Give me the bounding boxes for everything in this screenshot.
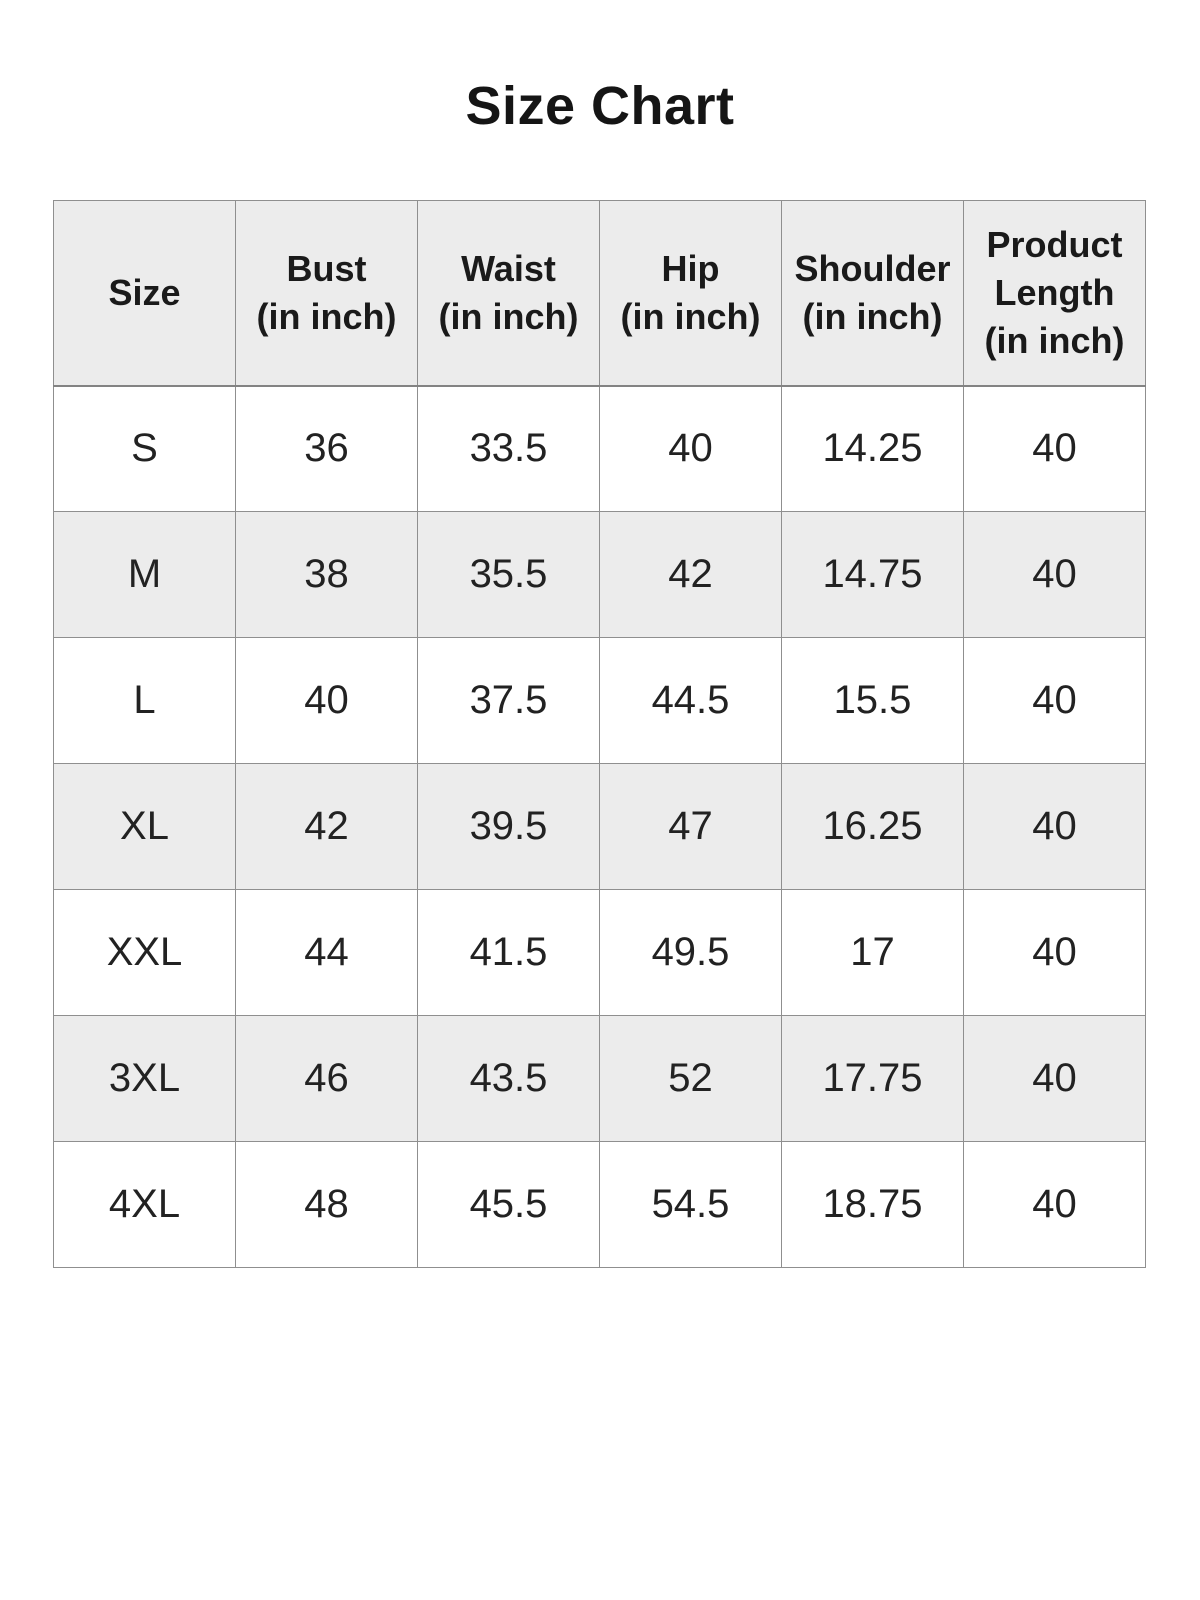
- measurement-cell: 14.25: [781, 385, 964, 512]
- table-body: S 36 33.5 40 14.25 40 M 38 35.5 42 14.75 40 L 40 37.5 4…: [53, 385, 1146, 1268]
- measurement-cell: 42: [599, 511, 782, 638]
- column-header-product: Product Length (in inch): [963, 200, 1146, 387]
- measurement-cell: 14.75: [781, 511, 964, 638]
- size-label-cell: XL: [53, 763, 236, 890]
- size-label-cell: 3XL: [53, 1015, 236, 1142]
- column-header-size: Size: [53, 200, 236, 387]
- measurement-cell: 40: [235, 637, 418, 764]
- measurement-cell: 15.5: [781, 637, 964, 764]
- measurement-cell: 40: [963, 1015, 1146, 1142]
- measurement-cell: 44: [235, 889, 418, 1016]
- measurement-cell: 43.5: [417, 1015, 600, 1142]
- measurement-cell: 18.75: [781, 1141, 964, 1268]
- measurement-cell: 40: [963, 763, 1146, 890]
- measurement-cell: 42: [235, 763, 418, 890]
- page-title: Size Chart: [465, 76, 735, 136]
- measurement-cell: 40: [599, 385, 782, 512]
- measurement-cell: 39.5: [417, 763, 600, 890]
- measurement-cell: 40: [963, 889, 1146, 1016]
- size-label-cell: M: [53, 511, 236, 638]
- measurement-cell: 40: [963, 637, 1146, 764]
- measurement-cell: 47: [599, 763, 782, 890]
- measurement-cell: 16.25: [781, 763, 964, 890]
- table-row-xl: XL 42 39.5 47 16.25 40: [53, 763, 1146, 890]
- table-row-s: S 36 33.5 40 14.25 40: [53, 385, 1146, 512]
- size-chart-table: Size Bust (in inch) Waist (in inch) Hip (in…: [53, 200, 1146, 1268]
- measurement-cell: 44.5: [599, 637, 782, 764]
- table-row-m: M 38 35.5 42 14.75 40: [53, 511, 1146, 638]
- measurement-cell: 17.75: [781, 1015, 964, 1142]
- measurement-cell: 35.5: [417, 511, 600, 638]
- column-header-hip: Hip (in inch): [599, 200, 782, 387]
- measurement-cell: 40: [963, 385, 1146, 512]
- measurement-cell: 17: [781, 889, 964, 1016]
- measurement-cell: 46: [235, 1015, 418, 1142]
- measurement-cell: 40: [963, 1141, 1146, 1268]
- table-row-4xl: 4XL 48 45.5 54.5 18.75 40: [53, 1141, 1146, 1268]
- table-header: Size Bust (in inch) Waist (in inch) Hip (in…: [53, 200, 1146, 387]
- measurement-cell: 52: [599, 1015, 782, 1142]
- column-header-bust: Bust (in inch): [235, 200, 418, 387]
- size-label-cell: 4XL: [53, 1141, 236, 1268]
- size-label-cell: L: [53, 637, 236, 764]
- measurement-cell: 45.5: [417, 1141, 600, 1268]
- table-row-3xl: 3XL 46 43.5 52 17.75 40: [53, 1015, 1146, 1142]
- measurement-cell: 48: [235, 1141, 418, 1268]
- measurement-cell: 33.5: [417, 385, 600, 512]
- size-label-cell: S: [53, 385, 236, 512]
- table-row-l: L 40 37.5 44.5 15.5 40: [53, 637, 1146, 764]
- table-row-xxl: XXL 44 41.5 49.5 17 40: [53, 889, 1146, 1016]
- measurement-cell: 41.5: [417, 889, 600, 1016]
- measurement-cell: 38: [235, 511, 418, 638]
- column-header-shoulder: Shoulder (in inch): [781, 200, 964, 387]
- measurement-cell: 54.5: [599, 1141, 782, 1268]
- size-label-cell: XXL: [53, 889, 236, 1016]
- column-header-waist: Waist (in inch): [417, 200, 600, 387]
- measurement-cell: 37.5: [417, 637, 600, 764]
- measurement-cell: 36: [235, 385, 418, 512]
- measurement-cell: 40: [963, 511, 1146, 638]
- measurement-cell: 49.5: [599, 889, 782, 1016]
- table-header-row: Size Bust (in inch) Waist (in inch) Hip (in…: [53, 200, 1146, 387]
